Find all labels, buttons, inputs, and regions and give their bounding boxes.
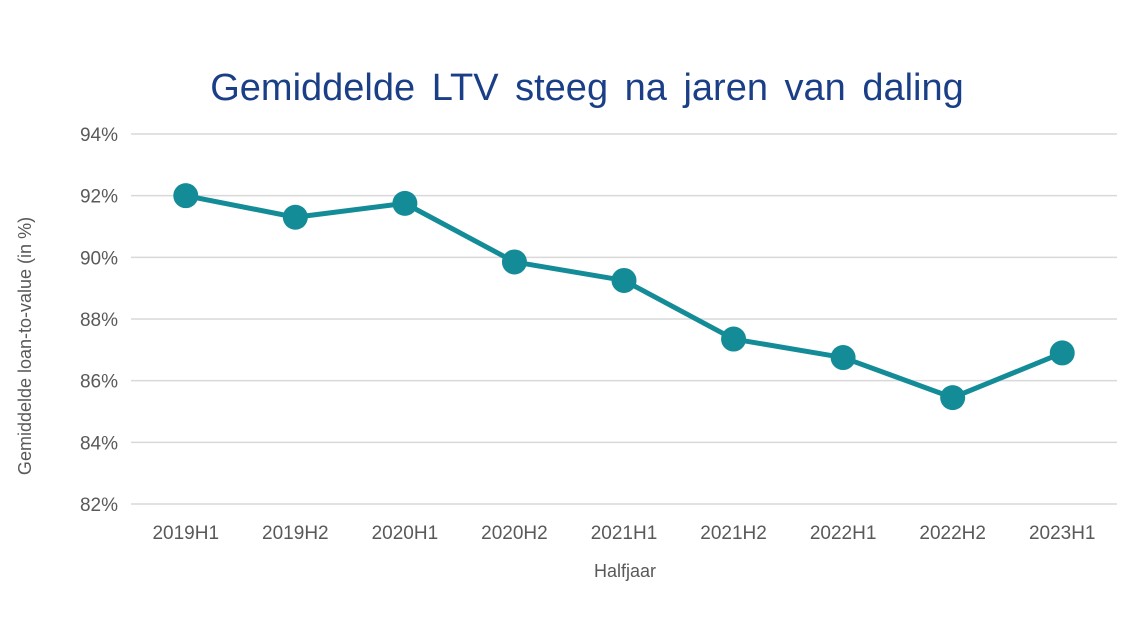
x-tick-label: 2022H1 (810, 523, 877, 544)
x-tick-label: 2019H2 (262, 523, 329, 544)
chart-title: Gemiddelde LTV steeg na jaren van daling (210, 67, 964, 109)
x-tick-label: 2021H1 (591, 523, 658, 544)
data-point (173, 183, 199, 209)
x-axis-ticks: 2019H1 2019H2 2020H1 2020H2 2021H1 2021H2 2022… (152, 523, 1095, 544)
data-point (611, 267, 637, 293)
y-tick-label: 92% (80, 187, 118, 208)
data-point (501, 249, 527, 275)
y-tick-label: 82% (80, 495, 118, 516)
data-point (830, 345, 856, 371)
x-tick-label: 2020H1 (372, 523, 439, 544)
data-point (721, 326, 747, 352)
y-axis-ticks: 82% 84% 86% 88% 90% 92% 94% (80, 125, 118, 516)
data-series (173, 183, 1075, 411)
data-point (392, 190, 418, 216)
x-tick-label: 2020H2 (481, 523, 548, 544)
x-axis-title: Halfjaar (594, 561, 656, 581)
y-tick-label: 94% (80, 125, 118, 146)
y-tick-label: 90% (80, 248, 118, 269)
series-line (185, 193, 1064, 401)
x-tick-label: 2022H2 (919, 523, 986, 544)
x-tick-label: 2019H1 (152, 523, 219, 544)
x-tick-label: 2023H1 (1029, 523, 1096, 544)
data-point (1049, 340, 1075, 366)
y-axis-title: Gemiddelde loan-to-value (in %) (15, 217, 35, 475)
gridlines (131, 133, 1117, 505)
x-tick-label: 2021H2 (700, 523, 767, 544)
y-tick-label: 88% (80, 310, 118, 331)
y-tick-label: 86% (80, 372, 118, 393)
data-point (940, 385, 966, 411)
y-tick-label: 84% (80, 433, 118, 454)
data-point (282, 204, 308, 230)
